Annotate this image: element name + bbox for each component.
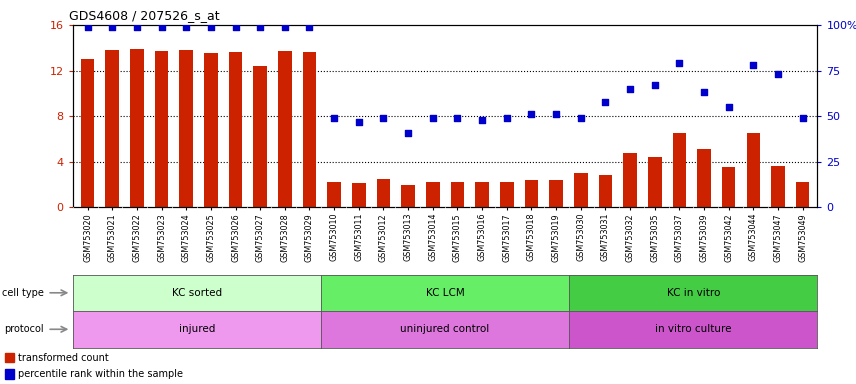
- Point: [697, 89, 710, 96]
- Bar: [204, 53, 217, 207]
- Text: transformed count: transformed count: [19, 353, 110, 363]
- Point: [746, 62, 760, 68]
- Point: [623, 86, 637, 92]
- Bar: [673, 133, 687, 207]
- Point: [204, 24, 217, 30]
- Point: [648, 82, 662, 88]
- Point: [500, 115, 514, 121]
- Bar: [229, 52, 242, 207]
- Bar: [475, 182, 489, 207]
- Bar: [155, 51, 169, 207]
- Point: [303, 24, 317, 30]
- Bar: [746, 133, 760, 207]
- Point: [253, 24, 267, 30]
- Bar: [525, 180, 538, 207]
- Text: in vitro culture: in vitro culture: [655, 324, 732, 334]
- Point: [80, 24, 94, 30]
- Point: [352, 119, 366, 125]
- Point: [180, 24, 193, 30]
- Text: cell type: cell type: [2, 288, 44, 298]
- Point: [475, 117, 489, 123]
- Point: [796, 115, 810, 121]
- Point: [574, 115, 587, 121]
- Text: uninjured control: uninjured control: [401, 324, 490, 334]
- Bar: [550, 180, 563, 207]
- Bar: [426, 182, 440, 207]
- Point: [130, 24, 144, 30]
- Point: [722, 104, 735, 110]
- Bar: [722, 167, 735, 207]
- Point: [377, 115, 390, 121]
- Bar: [377, 179, 390, 207]
- Point: [278, 24, 292, 30]
- Bar: [771, 166, 785, 207]
- Point: [673, 60, 687, 66]
- Point: [525, 111, 538, 118]
- Bar: [401, 185, 415, 207]
- Text: KC sorted: KC sorted: [172, 288, 222, 298]
- Point: [105, 24, 119, 30]
- Point: [771, 71, 785, 77]
- Bar: [253, 66, 267, 207]
- Bar: [180, 50, 193, 207]
- Bar: [450, 182, 464, 207]
- Bar: [648, 157, 662, 207]
- Text: percentile rank within the sample: percentile rank within the sample: [19, 369, 183, 379]
- Point: [450, 115, 464, 121]
- Bar: [5, 353, 15, 362]
- Bar: [623, 152, 637, 207]
- Point: [401, 129, 415, 136]
- Bar: [130, 49, 144, 207]
- Bar: [303, 52, 316, 207]
- Bar: [105, 50, 119, 207]
- Bar: [598, 175, 612, 207]
- Text: injured: injured: [179, 324, 215, 334]
- Bar: [5, 369, 15, 379]
- Bar: [500, 182, 514, 207]
- Bar: [278, 51, 292, 207]
- Point: [426, 115, 440, 121]
- Bar: [574, 173, 587, 207]
- Point: [229, 24, 242, 30]
- Point: [327, 115, 341, 121]
- Bar: [327, 182, 341, 207]
- Bar: [352, 184, 366, 207]
- Point: [155, 24, 169, 30]
- Bar: [80, 59, 94, 207]
- Text: KC in vitro: KC in vitro: [667, 288, 720, 298]
- Bar: [796, 182, 810, 207]
- Text: GDS4608 / 207526_s_at: GDS4608 / 207526_s_at: [69, 9, 220, 22]
- Text: KC LCM: KC LCM: [425, 288, 465, 298]
- Bar: [698, 149, 710, 207]
- Text: protocol: protocol: [4, 324, 44, 334]
- Point: [598, 98, 612, 104]
- Point: [550, 111, 563, 118]
